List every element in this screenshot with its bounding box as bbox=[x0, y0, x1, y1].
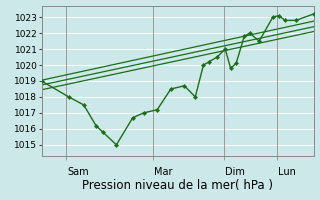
Text: Sam: Sam bbox=[68, 167, 89, 177]
Text: Mar: Mar bbox=[155, 167, 173, 177]
Text: Lun: Lun bbox=[278, 167, 296, 177]
Text: Dim: Dim bbox=[225, 167, 245, 177]
X-axis label: Pression niveau de la mer( hPa ): Pression niveau de la mer( hPa ) bbox=[82, 179, 273, 192]
